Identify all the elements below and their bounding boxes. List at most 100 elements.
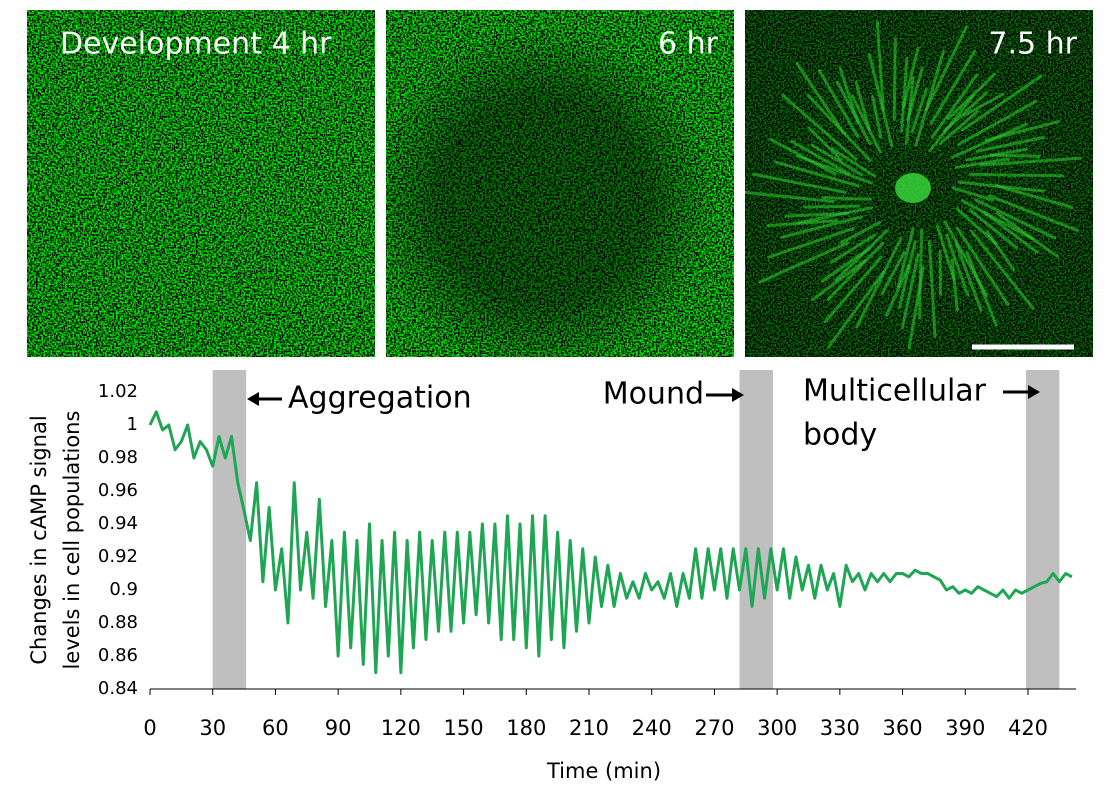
- x-tick-label: 300: [757, 716, 797, 740]
- stream: [752, 172, 847, 194]
- panel-label: Development 4 hr: [60, 27, 332, 62]
- image-panel: 6 hr: [386, 10, 734, 357]
- stream: [867, 53, 894, 148]
- stream: [767, 226, 855, 259]
- shaded-region: [1025, 370, 1060, 689]
- stream: [803, 204, 861, 209]
- stream: [984, 120, 1061, 142]
- stream: [969, 209, 1019, 250]
- stream: [974, 198, 1056, 240]
- x-tick-label: 240: [632, 716, 672, 740]
- stream: [817, 69, 860, 139]
- stream: [796, 206, 873, 225]
- stream: [995, 211, 1060, 259]
- stream: [838, 66, 860, 124]
- stream: [962, 92, 1005, 117]
- stream: [807, 126, 843, 162]
- x-tick-label: 60: [262, 716, 289, 740]
- stream: [811, 259, 867, 302]
- x-tick-label: 120: [381, 716, 421, 740]
- stream: [784, 211, 850, 218]
- stream: [965, 250, 998, 327]
- stream: [960, 199, 1035, 241]
- stream: [781, 93, 858, 161]
- stream: [956, 100, 1038, 146]
- x-tick-label: 150: [444, 716, 484, 740]
- annotation: body: [803, 418, 877, 453]
- stream: [955, 226, 1010, 306]
- stream: [880, 250, 906, 296]
- stream: [769, 138, 837, 176]
- stream: [830, 147, 877, 178]
- stream: [946, 72, 997, 121]
- stream: [892, 37, 897, 122]
- y-tick-label: 0.84: [98, 678, 138, 699]
- stream: [896, 227, 915, 289]
- stream: [929, 49, 977, 125]
- stream: [925, 25, 968, 111]
- x-tick-label: 270: [694, 716, 734, 740]
- stream: [900, 253, 920, 330]
- image-panel: Development 4 hr: [27, 10, 375, 357]
- stream: [943, 91, 988, 133]
- stream: [907, 265, 925, 350]
- stream: [982, 210, 1039, 254]
- y-tick-label: 0.9: [109, 579, 138, 600]
- stream: [954, 157, 1011, 169]
- x-tick-label: 390: [945, 716, 985, 740]
- stream: [810, 143, 864, 177]
- stream: [875, 20, 885, 111]
- stream: [950, 258, 959, 312]
- y-tick-label: 1: [127, 414, 138, 435]
- stream: [745, 190, 835, 204]
- stream: [970, 229, 1035, 310]
- chart: 0 30 60 90 120 150 180 210 240 270 300 330 360 390 420…: [27, 370, 1077, 783]
- annotation: Mound: [603, 377, 704, 412]
- arrow-head: [732, 388, 744, 402]
- stream: [758, 241, 850, 284]
- stream: [766, 219, 839, 228]
- y-axis-label: levels in cell populations: [60, 411, 84, 670]
- x-tick-label: 180: [506, 716, 546, 740]
- x-tick-label: 360: [883, 716, 923, 740]
- stream: [900, 56, 909, 133]
- stream: [938, 109, 979, 146]
- stream: [985, 230, 1016, 272]
- stream: [927, 240, 937, 338]
- stream: [795, 62, 846, 135]
- stream: [988, 194, 1080, 232]
- stream: [790, 139, 851, 176]
- stream: [855, 237, 903, 329]
- x-tick-label: 0: [143, 716, 156, 740]
- arrow-head: [247, 392, 259, 406]
- stream: [827, 270, 885, 349]
- y-tick-label: 0.92: [98, 546, 138, 567]
- stream: [826, 241, 885, 301]
- stream: [975, 136, 1046, 153]
- stream: [820, 246, 872, 283]
- x-tick-label: 90: [325, 716, 352, 740]
- stream: [885, 264, 911, 317]
- arrow-head: [1028, 385, 1040, 399]
- stream: [839, 221, 882, 245]
- panel-label: 6 hr: [658, 27, 719, 62]
- stream: [935, 224, 956, 281]
- annotation: Multicellular: [803, 374, 987, 409]
- x-tick-label: 420: [1008, 716, 1048, 740]
- stream: [960, 74, 1043, 132]
- y-tick-label: 1.02: [98, 381, 138, 402]
- stream: [871, 94, 883, 139]
- stream: [780, 215, 863, 239]
- x-tick-label: 30: [199, 716, 226, 740]
- stream: [951, 186, 994, 202]
- y-tick-label: 0.86: [98, 645, 138, 666]
- stream: [910, 87, 928, 134]
- stream: [954, 242, 983, 312]
- y-tick-label: 0.94: [98, 513, 138, 534]
- stream: [968, 172, 1064, 178]
- stream: [773, 160, 860, 188]
- y-tick-label: 0.88: [98, 612, 138, 633]
- annotation: Aggregation: [288, 381, 472, 416]
- y-axis-label: Changes in cAMP signal: [27, 415, 51, 664]
